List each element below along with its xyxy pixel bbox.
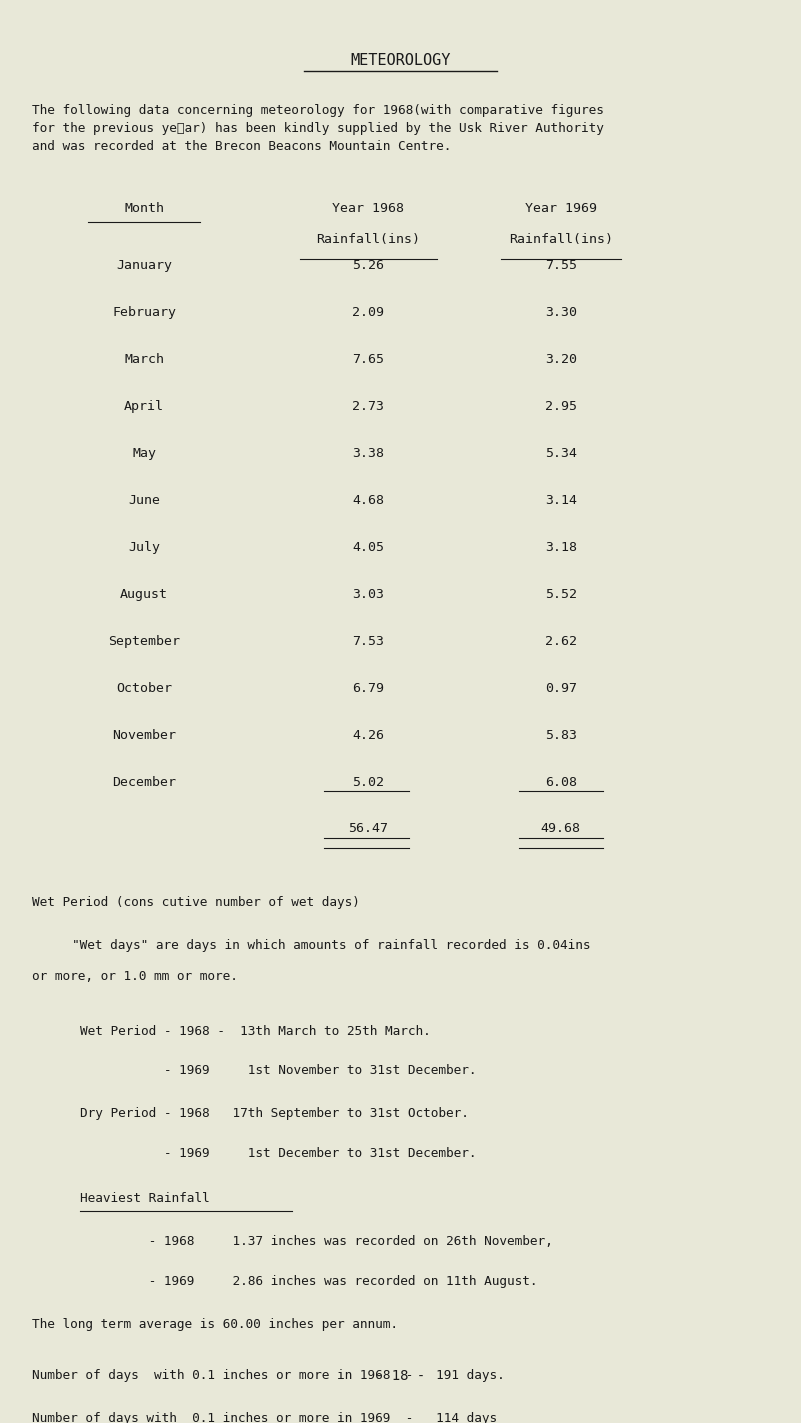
Text: - 1969     2.86 inches was recorded on 11th August.: - 1969 2.86 inches was recorded on 11th … [80, 1275, 537, 1288]
Text: 3.38: 3.38 [352, 447, 384, 460]
Text: 56.47: 56.47 [348, 822, 388, 835]
Text: Number of days with  0.1 inches or more in 1969  -   114 days: Number of days with 0.1 inches or more i… [32, 1412, 497, 1423]
Text: 7.53: 7.53 [352, 635, 384, 647]
Text: 5.02: 5.02 [352, 776, 384, 788]
Text: "Wet days" are days in which amounts of rainfall recorded is 0.04ins: "Wet days" are days in which amounts of … [72, 939, 590, 952]
Text: or more, or 1.0 mm or more.: or more, or 1.0 mm or more. [32, 970, 238, 983]
Text: - 1969     1st November to 31st December.: - 1969 1st November to 31st December. [80, 1064, 477, 1077]
Text: Rainfall(ins): Rainfall(ins) [316, 233, 421, 246]
Text: 3.03: 3.03 [352, 588, 384, 601]
Text: January: January [116, 259, 172, 272]
Text: 3.30: 3.30 [545, 306, 577, 319]
Text: 6.79: 6.79 [352, 682, 384, 694]
Text: November: November [112, 729, 176, 741]
Text: July: July [128, 541, 160, 554]
Text: 2.09: 2.09 [352, 306, 384, 319]
Text: 7.65: 7.65 [352, 353, 384, 366]
Text: June: June [128, 494, 160, 507]
Text: Year 1968: Year 1968 [332, 202, 405, 215]
Text: 2.95: 2.95 [545, 400, 577, 413]
Text: Month: Month [124, 202, 164, 215]
Text: 3.20: 3.20 [545, 353, 577, 366]
Text: 2.73: 2.73 [352, 400, 384, 413]
Text: Number of days  with 0.1 inches or more in 1968  -   191 days.: Number of days with 0.1 inches or more i… [32, 1369, 505, 1382]
Text: The long term average is 60.00 inches per annum.: The long term average is 60.00 inches pe… [32, 1318, 398, 1331]
Text: 49.68: 49.68 [541, 822, 581, 835]
Text: Heaviest Rainfall: Heaviest Rainfall [80, 1192, 210, 1205]
Text: 0.97: 0.97 [545, 682, 577, 694]
Text: 5.52: 5.52 [545, 588, 577, 601]
Text: Rainfall(ins): Rainfall(ins) [509, 233, 613, 246]
Text: 4.26: 4.26 [352, 729, 384, 741]
Text: 5.26: 5.26 [352, 259, 384, 272]
Text: 3.18: 3.18 [545, 541, 577, 554]
Text: Year 1969: Year 1969 [525, 202, 597, 215]
Text: - 18 -: - 18 - [376, 1369, 425, 1383]
Text: - 1968     1.37 inches was recorded on 26th November,: - 1968 1.37 inches was recorded on 26th … [80, 1235, 553, 1248]
Text: September: September [108, 635, 180, 647]
Text: August: August [120, 588, 168, 601]
Text: 4.68: 4.68 [352, 494, 384, 507]
Text: Wet Period (cons cutive number of wet days): Wet Period (cons cutive number of wet da… [32, 896, 360, 909]
Text: Dry Period - 1968   17th September to 31st October.: Dry Period - 1968 17th September to 31st… [80, 1107, 469, 1120]
Text: 7.55: 7.55 [545, 259, 577, 272]
Text: December: December [112, 776, 176, 788]
Text: April: April [124, 400, 164, 413]
Text: May: May [132, 447, 156, 460]
Text: - 1969     1st December to 31st December.: - 1969 1st December to 31st December. [80, 1147, 477, 1160]
Text: March: March [124, 353, 164, 366]
Text: 6.08: 6.08 [545, 776, 577, 788]
Text: The following data concerning meteorology for 1968(with comparative figures
for : The following data concerning meteorolog… [32, 104, 604, 152]
Text: February: February [112, 306, 176, 319]
Text: 4.05: 4.05 [352, 541, 384, 554]
Text: Wet Period - 1968 -  13th March to 25th March.: Wet Period - 1968 - 13th March to 25th M… [80, 1025, 431, 1037]
Text: 5.34: 5.34 [545, 447, 577, 460]
Text: METEOROLOGY: METEOROLOGY [350, 53, 451, 68]
Text: 2.62: 2.62 [545, 635, 577, 647]
Text: 3.14: 3.14 [545, 494, 577, 507]
Text: October: October [116, 682, 172, 694]
Text: 5.83: 5.83 [545, 729, 577, 741]
